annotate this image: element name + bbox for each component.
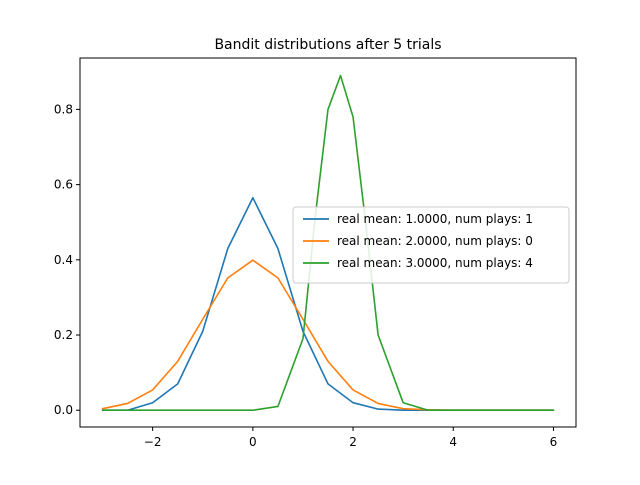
y-axis: 0.0 0.2 0.4 0.6 0.8 <box>54 102 80 417</box>
y-tick-label: 0.6 <box>54 178 73 192</box>
chart-title: Bandit distributions after 5 trials <box>214 37 441 53</box>
plot-frame <box>79 57 577 428</box>
legend: real mean: 1.0000, num plays: 1 real mean… <box>292 206 570 284</box>
x-tick-label: −2 <box>144 435 162 449</box>
x-axis: −2 0 2 4 6 <box>144 427 557 449</box>
y-tick-label: 0.2 <box>54 328 73 342</box>
y-tick-label: 0.4 <box>54 253 73 267</box>
legend-box <box>292 206 570 284</box>
series-line-2 <box>101 74 555 412</box>
y-tick-label: 0.8 <box>54 102 73 116</box>
legend-label-0: real mean: 1.0000, num plays: 1 <box>337 212 533 226</box>
legend-label-2: real mean: 3.0000, num plays: 4 <box>337 256 533 270</box>
x-tick-label: 2 <box>349 435 357 449</box>
x-tick-label: 6 <box>550 435 558 449</box>
x-tick-label: 4 <box>449 435 457 449</box>
x-tick-label: 0 <box>249 435 257 449</box>
y-tick-label: 0.0 <box>54 403 73 417</box>
series-layer <box>101 74 555 412</box>
legend-label-1: real mean: 2.0000, num plays: 0 <box>337 234 533 248</box>
